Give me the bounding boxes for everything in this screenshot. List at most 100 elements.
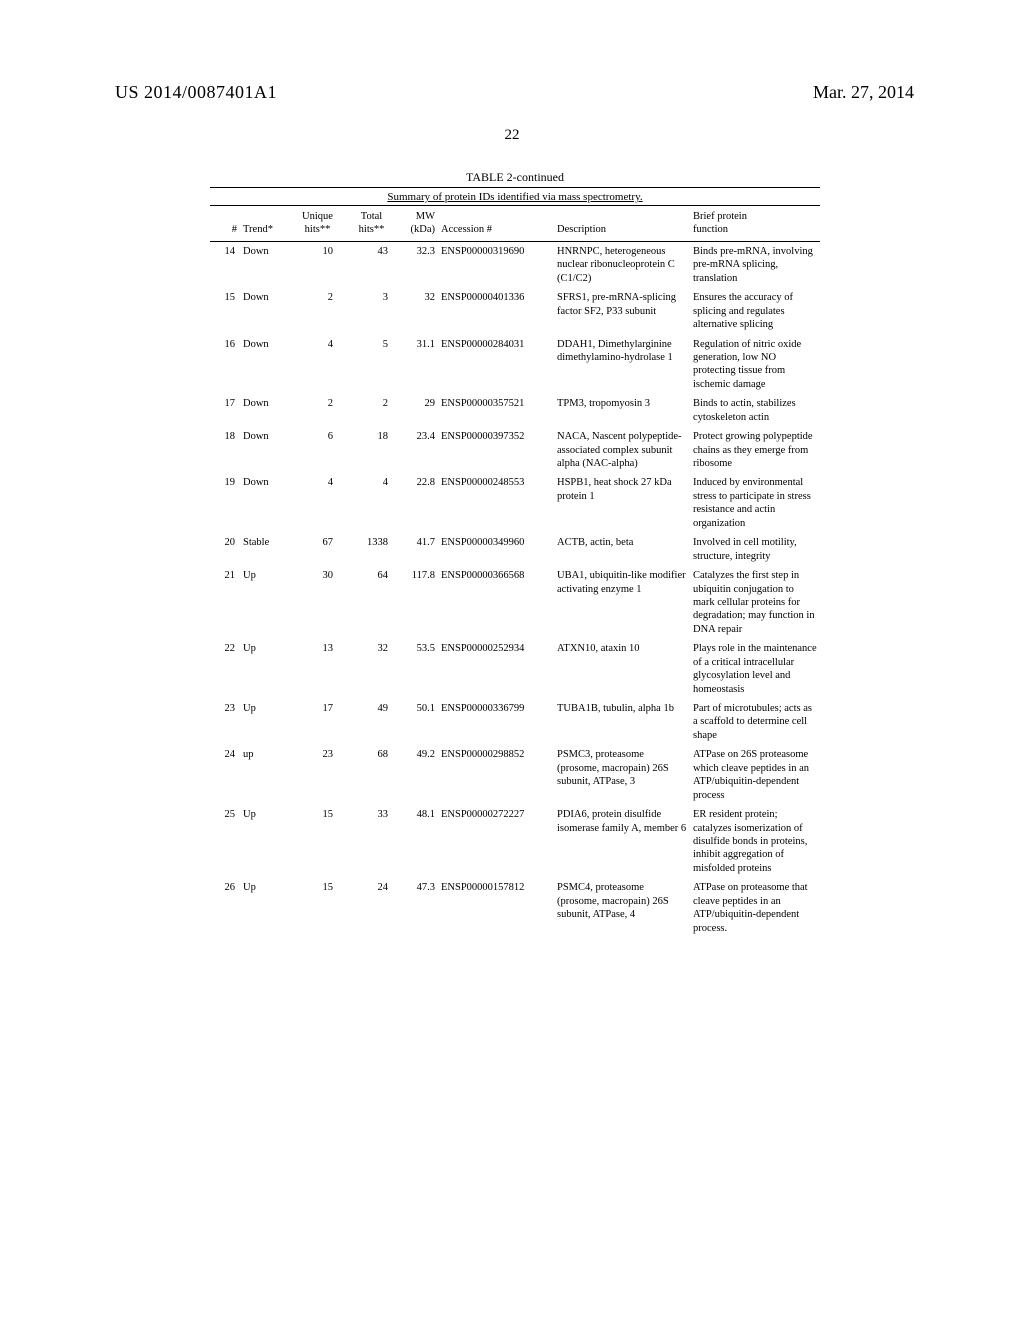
cell-description: TPM3, tropomyosin 3 — [554, 394, 690, 427]
cell-description: ACTB, actin, beta — [554, 533, 690, 566]
table-subtitle: Summary of protein IDs identified via ma… — [210, 187, 820, 203]
table-row: 21Up3064117.8ENSP00000366568UBA1, ubiqui… — [210, 566, 820, 639]
table-row: 16Down4531.1ENSP00000284031DDAH1, Dimeth… — [210, 335, 820, 395]
table-row: 19Down4422.8ENSP00000248553HSPB1, heat s… — [210, 473, 820, 533]
cell-trend: Stable — [240, 533, 290, 566]
cell-num: 23 — [210, 699, 240, 745]
cell-mw: 41.7 — [398, 533, 438, 566]
col-num: # — [210, 206, 240, 242]
table-row: 24up236849.2ENSP00000298852PSMC3, protea… — [210, 745, 820, 805]
cell-num: 24 — [210, 745, 240, 805]
cell-num: 19 — [210, 473, 240, 533]
cell-trend: Down — [240, 427, 290, 473]
col-total: Totalhits** — [345, 206, 398, 242]
page-header: US 2014/0087401A1 Mar. 27, 2014 — [0, 82, 1024, 103]
cell-description: PSMC3, proteasome (prosome, macropain) 2… — [554, 745, 690, 805]
table-row: 22Up133253.5ENSP00000252934ATXN10, ataxi… — [210, 639, 820, 699]
cell-total: 64 — [345, 566, 398, 639]
cell-num: 16 — [210, 335, 240, 395]
cell-trend: Down — [240, 288, 290, 334]
cell-unique: 17 — [290, 699, 345, 745]
table-row: 18Down61823.4ENSP00000397352NACA, Nascen… — [210, 427, 820, 473]
cell-accession: ENSP00000248553 — [438, 473, 554, 533]
table-row: 23Up174950.1ENSP00000336799TUBA1B, tubul… — [210, 699, 820, 745]
cell-mw: 32 — [398, 288, 438, 334]
cell-accession: ENSP00000397352 — [438, 427, 554, 473]
cell-function: Involved in cell motility, structure, in… — [690, 533, 820, 566]
cell-unique: 4 — [290, 335, 345, 395]
cell-accession: ENSP00000157812 — [438, 878, 554, 941]
cell-num: 25 — [210, 805, 240, 878]
protein-table: # Trend* Uniquehits** Totalhits** MW(kDa… — [210, 205, 820, 941]
pub-number: US 2014/0087401A1 — [115, 82, 277, 103]
cell-num: 22 — [210, 639, 240, 699]
cell-unique: 6 — [290, 427, 345, 473]
cell-mw: 49.2 — [398, 745, 438, 805]
cell-num: 18 — [210, 427, 240, 473]
cell-description: HSPB1, heat shock 27 kDa protein 1 — [554, 473, 690, 533]
col-description: Description — [554, 206, 690, 242]
cell-total: 3 — [345, 288, 398, 334]
cell-num: 21 — [210, 566, 240, 639]
col-trend: Trend* — [240, 206, 290, 242]
cell-accession: ENSP00000349960 — [438, 533, 554, 566]
table-row: 14Down104332.3ENSP00000319690HNRNPC, het… — [210, 241, 820, 288]
cell-function: Regulation of nitric oxide generation, l… — [690, 335, 820, 395]
cell-total: 5 — [345, 335, 398, 395]
cell-num: 15 — [210, 288, 240, 334]
cell-trend: up — [240, 745, 290, 805]
table-row: 25Up153348.1ENSP00000272227PDIA6, protei… — [210, 805, 820, 878]
cell-num: 17 — [210, 394, 240, 427]
cell-mw: 117.8 — [398, 566, 438, 639]
cell-accession: ENSP00000298852 — [438, 745, 554, 805]
cell-trend: Down — [240, 473, 290, 533]
cell-accession: ENSP00000319690 — [438, 241, 554, 288]
cell-trend: Up — [240, 699, 290, 745]
cell-mw: 32.3 — [398, 241, 438, 288]
cell-unique: 30 — [290, 566, 345, 639]
cell-accession: ENSP00000366568 — [438, 566, 554, 639]
cell-trend: Down — [240, 335, 290, 395]
cell-description: PDIA6, protein disulfide isomerase famil… — [554, 805, 690, 878]
page-number: 22 — [0, 127, 1024, 144]
cell-function: Induced by environmental stress to parti… — [690, 473, 820, 533]
table-title: TABLE 2-continued — [210, 170, 820, 185]
cell-trend: Down — [240, 241, 290, 288]
cell-function: Binds to actin, stabilizes cytoskeleton … — [690, 394, 820, 427]
table-row: 15Down2332ENSP00000401336SFRS1, pre-mRNA… — [210, 288, 820, 334]
cell-mw: 22.8 — [398, 473, 438, 533]
cell-unique: 15 — [290, 805, 345, 878]
cell-description: UBA1, ubiquitin-like modifier activating… — [554, 566, 690, 639]
col-accession: Accession # — [438, 206, 554, 242]
cell-description: ATXN10, ataxin 10 — [554, 639, 690, 699]
cell-unique: 2 — [290, 394, 345, 427]
cell-description: PSMC4, proteasome (prosome, macropain) 2… — [554, 878, 690, 941]
cell-accession: ENSP00000252934 — [438, 639, 554, 699]
cell-trend: Up — [240, 805, 290, 878]
cell-total: 68 — [345, 745, 398, 805]
cell-function: ATPase on proteasome that cleave peptide… — [690, 878, 820, 941]
cell-unique: 2 — [290, 288, 345, 334]
cell-description: NACA, Nascent polypeptide-associated com… — [554, 427, 690, 473]
cell-total: 4 — [345, 473, 398, 533]
cell-total: 32 — [345, 639, 398, 699]
cell-trend: Up — [240, 566, 290, 639]
cell-accession: ENSP00000401336 — [438, 288, 554, 334]
cell-function: Part of microtubules; acts as a scaffold… — [690, 699, 820, 745]
table-row: 20Stable67133841.7ENSP00000349960ACTB, a… — [210, 533, 820, 566]
cell-total: 49 — [345, 699, 398, 745]
cell-mw: 48.1 — [398, 805, 438, 878]
cell-mw: 29 — [398, 394, 438, 427]
cell-function: ER resident protein; catalyzes isomeriza… — [690, 805, 820, 878]
cell-description: SFRS1, pre-mRNA-splicing factor SF2, P33… — [554, 288, 690, 334]
cell-trend: Up — [240, 878, 290, 941]
col-function: Brief proteinfunction — [690, 206, 820, 242]
cell-trend: Down — [240, 394, 290, 427]
cell-unique: 23 — [290, 745, 345, 805]
table-header-row: # Trend* Uniquehits** Totalhits** MW(kDa… — [210, 206, 820, 242]
cell-mw: 50.1 — [398, 699, 438, 745]
cell-description: HNRNPC, heterogeneous nuclear ribonucleo… — [554, 241, 690, 288]
cell-total: 33 — [345, 805, 398, 878]
cell-description: DDAH1, Dimethylarginine dimethylamino-hy… — [554, 335, 690, 395]
cell-function: Ensures the accuracy of splicing and reg… — [690, 288, 820, 334]
